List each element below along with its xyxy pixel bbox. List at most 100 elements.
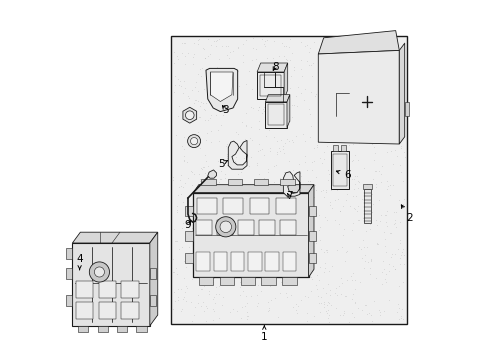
Point — [287, 114, 295, 120]
Point — [194, 37, 202, 43]
Point — [348, 157, 356, 163]
Point — [339, 226, 347, 232]
Point — [371, 181, 379, 187]
Point — [241, 293, 249, 298]
Point — [374, 76, 382, 81]
Point — [399, 316, 407, 322]
Point — [174, 76, 182, 82]
Point — [174, 294, 182, 300]
Point — [346, 55, 353, 60]
Point — [214, 127, 222, 133]
Point — [265, 252, 273, 257]
Polygon shape — [207, 170, 216, 178]
Point — [290, 67, 298, 73]
Bar — [185, 253, 193, 263]
Point — [210, 101, 218, 107]
Point — [201, 107, 208, 113]
Point — [213, 64, 221, 69]
Point — [307, 73, 315, 78]
Point — [279, 282, 287, 288]
Point — [292, 198, 300, 204]
Point — [215, 80, 223, 86]
Point — [172, 53, 180, 59]
Point — [230, 104, 238, 110]
Point — [354, 203, 362, 208]
Point — [322, 308, 329, 314]
Point — [259, 104, 267, 110]
Point — [395, 240, 403, 246]
Point — [279, 146, 287, 152]
Point — [364, 211, 371, 216]
Point — [331, 95, 339, 101]
Bar — [227, 179, 242, 185]
Point — [354, 157, 362, 163]
Point — [270, 91, 278, 97]
Point — [233, 131, 241, 136]
Point — [253, 300, 261, 306]
Point — [395, 76, 403, 82]
Point — [264, 299, 271, 305]
Point — [312, 143, 320, 148]
Point — [189, 54, 197, 60]
Point — [243, 316, 251, 321]
Point — [178, 244, 186, 249]
Point — [311, 240, 319, 246]
Point — [215, 179, 223, 184]
Point — [381, 212, 388, 218]
Text: 2: 2 — [401, 205, 412, 223]
Point — [273, 126, 281, 131]
Point — [286, 73, 294, 78]
Point — [302, 194, 309, 200]
Point — [186, 299, 194, 305]
Bar — [330, 151, 348, 189]
Point — [280, 242, 288, 248]
Point — [347, 74, 355, 80]
Point — [345, 102, 353, 108]
Point — [268, 234, 276, 240]
Point — [355, 51, 363, 57]
Point — [327, 48, 335, 53]
Point — [364, 310, 372, 316]
Point — [172, 238, 180, 244]
Point — [367, 141, 375, 147]
Point — [192, 184, 200, 190]
Point — [366, 37, 373, 42]
Point — [236, 292, 244, 298]
Point — [170, 49, 178, 55]
Point — [391, 127, 399, 133]
Point — [179, 157, 187, 162]
Polygon shape — [308, 185, 313, 277]
Point — [178, 225, 186, 231]
Bar — [76, 302, 93, 319]
Point — [378, 49, 386, 55]
Point — [224, 259, 232, 265]
Point — [330, 159, 338, 165]
Point — [266, 214, 274, 220]
Point — [231, 129, 239, 135]
Point — [217, 303, 225, 309]
Point — [283, 69, 290, 75]
Point — [353, 178, 361, 184]
Point — [201, 152, 208, 158]
Point — [202, 100, 210, 106]
Point — [222, 238, 229, 244]
Text: 5: 5 — [217, 159, 227, 169]
Point — [261, 276, 268, 282]
Point — [374, 39, 382, 45]
Point — [306, 134, 314, 140]
Point — [238, 119, 246, 125]
Point — [250, 259, 258, 265]
Point — [214, 158, 222, 164]
Point — [357, 307, 365, 313]
Point — [285, 118, 293, 124]
Point — [307, 167, 315, 173]
Point — [347, 176, 355, 182]
Point — [350, 152, 358, 157]
Point — [288, 241, 296, 247]
Point — [193, 71, 201, 76]
Point — [204, 254, 212, 260]
Point — [352, 114, 360, 120]
Point — [291, 246, 299, 252]
Point — [224, 43, 232, 49]
Point — [197, 177, 205, 183]
